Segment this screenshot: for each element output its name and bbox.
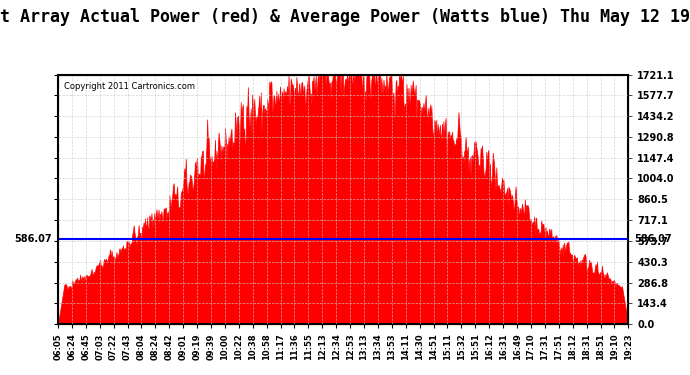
Text: 586.07: 586.07 [634, 234, 671, 244]
Text: East Array Actual Power (red) & Average Power (Watts blue) Thu May 12 19:23: East Array Actual Power (red) & Average … [0, 8, 690, 26]
Text: 586.07: 586.07 [14, 234, 52, 244]
Text: Copyright 2011 Cartronics.com: Copyright 2011 Cartronics.com [63, 82, 195, 91]
